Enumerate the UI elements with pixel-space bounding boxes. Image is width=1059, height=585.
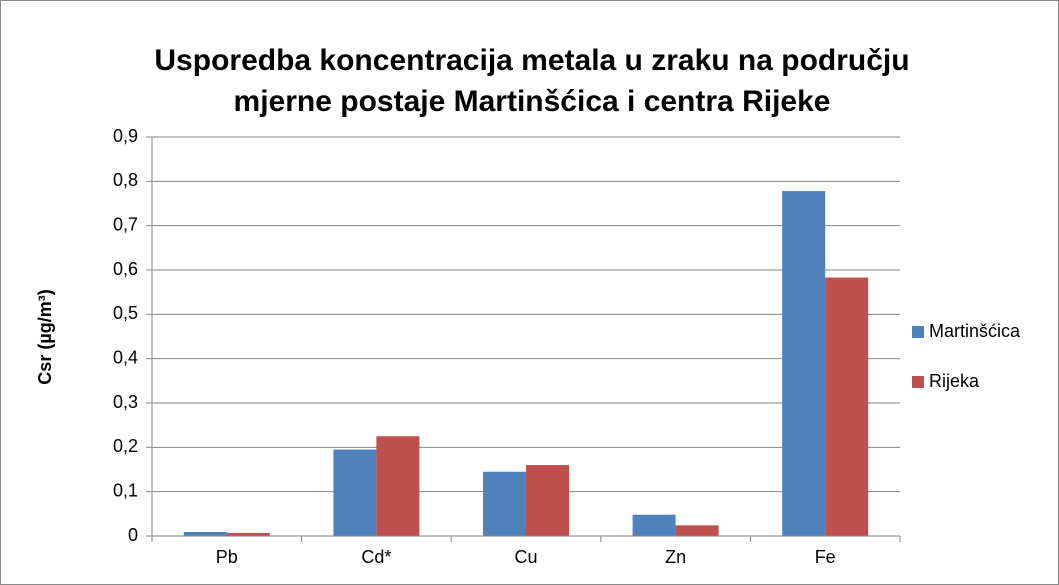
y-tick-label: 0,6 xyxy=(113,259,138,279)
bar xyxy=(825,277,869,536)
bar xyxy=(226,532,270,536)
chart-title: mjerne postaje Martinšćica i centra Rije… xyxy=(234,85,831,118)
y-tick-label: 0,8 xyxy=(113,170,138,190)
bar xyxy=(376,436,420,536)
x-tick-label: Zn xyxy=(665,547,686,567)
x-tick-label: Cd* xyxy=(361,547,391,567)
x-tick-label: Cu xyxy=(514,547,537,567)
bar xyxy=(675,525,719,536)
y-tick-label: 0,1 xyxy=(113,480,138,500)
chart-title: Usporedba koncentracija metala u zraku n… xyxy=(154,44,909,77)
y-tick-label: 0,5 xyxy=(113,303,138,323)
y-tick-label: 0 xyxy=(128,525,138,545)
y-tick-label: 0,9 xyxy=(113,126,138,146)
bar xyxy=(333,449,377,536)
y-tick-label: 0,7 xyxy=(113,214,138,234)
legend-label: Rijeka xyxy=(929,371,980,391)
bar xyxy=(526,465,569,536)
legend-swatch xyxy=(912,326,924,338)
x-tick-label: Fe xyxy=(815,547,836,567)
y-axis-label: Csr (µg/m³) xyxy=(35,289,55,384)
y-tick-label: 0,3 xyxy=(113,392,138,412)
legend-swatch xyxy=(912,376,924,388)
bar xyxy=(483,471,526,536)
y-tick-label: 0,2 xyxy=(113,436,138,456)
bar xyxy=(782,191,826,536)
bar xyxy=(632,514,676,536)
legend-label: Martinšćica xyxy=(929,321,1021,341)
x-tick-label: Pb xyxy=(216,547,238,567)
bar xyxy=(183,532,227,536)
y-tick-label: 0,4 xyxy=(113,347,138,367)
